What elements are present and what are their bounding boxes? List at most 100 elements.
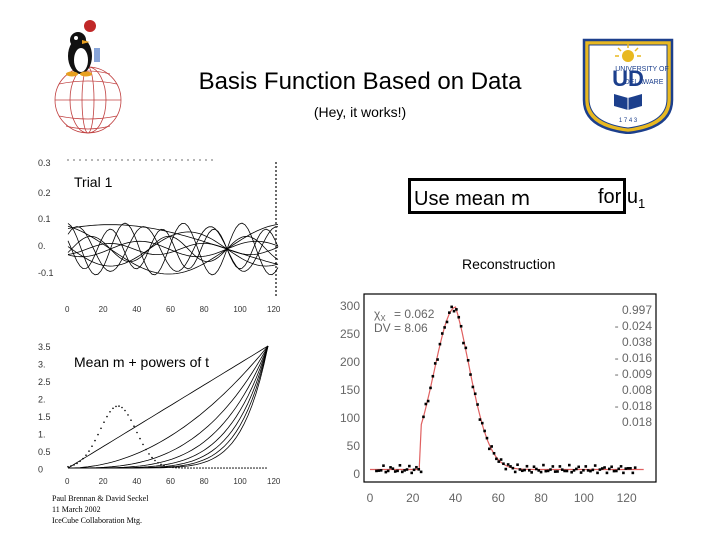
trial-dot xyxy=(275,282,277,284)
mean-dot xyxy=(73,464,75,466)
recon-data-point xyxy=(400,470,404,474)
mu-symbol: m xyxy=(510,186,531,210)
recon-data-point xyxy=(560,468,564,471)
recon-data-point xyxy=(382,464,385,467)
trial-dot xyxy=(199,159,201,161)
mean-dot xyxy=(139,437,141,440)
recon-data-point xyxy=(473,392,477,396)
recon-data-point xyxy=(520,469,524,473)
recon-data-point xyxy=(633,466,637,469)
mean-y-ticks: 3.5 3. 2.5 2. 1.5 1. 0.5 0 xyxy=(38,342,51,475)
mean-dot xyxy=(106,415,108,418)
mean-dot xyxy=(145,448,147,451)
recon-data-point xyxy=(572,469,576,472)
recon-x-tick: 0 xyxy=(367,491,374,505)
trial-x-tick: 60 xyxy=(166,305,175,314)
trial-dot xyxy=(193,159,195,161)
trial-x-tick: 40 xyxy=(132,305,141,314)
trial-dot xyxy=(275,238,277,240)
recon-data-point xyxy=(377,469,381,472)
trial-y-tick: 0.1 xyxy=(38,214,51,224)
recon-x-ticks: 0 20 40 60 80 100 120 xyxy=(367,491,637,505)
mean-dot xyxy=(196,467,198,469)
recon-data-point xyxy=(459,324,463,328)
mean-dot xyxy=(256,467,258,469)
recon-coefficient: - 0.009 xyxy=(615,367,653,381)
recon-data-point xyxy=(405,468,409,471)
recon-data-point xyxy=(478,418,482,421)
mean-dot xyxy=(67,465,69,468)
mean-y-tick: 2. xyxy=(38,395,46,405)
trial-plot: 0.3 0.2 0.1 0. -0.1 0 20 40 60 80 100 120 xyxy=(38,158,281,314)
trial-dot xyxy=(275,162,277,164)
recon-data-point xyxy=(575,467,578,471)
mean-dot xyxy=(127,414,129,416)
trial-dot xyxy=(175,159,177,161)
recon-data-point xyxy=(589,469,592,473)
u-subscript: 1 xyxy=(638,196,646,211)
trial-dot xyxy=(275,206,277,208)
reconstruction-label: Reconstruction xyxy=(462,256,556,272)
mean-dot xyxy=(241,467,243,469)
mean-dot xyxy=(124,409,126,412)
recon-data-point xyxy=(542,463,545,467)
mean-dot xyxy=(250,467,252,469)
recon-data-point xyxy=(424,402,428,406)
recon-data-point xyxy=(379,469,383,472)
recon-data-point xyxy=(464,346,468,350)
mean-dot xyxy=(172,466,174,469)
recon-data-point xyxy=(530,471,533,474)
mean-y-tick: 0.5 xyxy=(38,447,51,457)
mean-x-tick: 100 xyxy=(233,477,247,486)
trial-x-tick: 0 xyxy=(65,305,70,314)
mean-y-tick: 3.5 xyxy=(38,342,51,352)
recon-data-point xyxy=(544,469,548,473)
recon-data-point xyxy=(600,467,604,470)
recon-data-point xyxy=(504,467,508,471)
trial-dot xyxy=(275,170,277,172)
recon-data-point xyxy=(591,468,595,472)
mean-x-ticks: 0 20 40 60 80 100 120 xyxy=(65,477,281,486)
dv-value: = 8.06 xyxy=(394,321,428,335)
trial-y-tick: -0.1 xyxy=(38,268,54,278)
penguin-icon xyxy=(66,20,100,77)
mean-dot xyxy=(103,421,105,423)
mean-dot xyxy=(121,406,123,409)
footer-authors: Paul Brennan & David Seckel xyxy=(52,494,149,503)
book-icon xyxy=(614,94,642,110)
mean-powers-plot: 3.5 3. 2.5 2. 1.5 1. 0.5 0 0 20 40 60 80 100 120 xyxy=(38,342,281,486)
mean-dot xyxy=(190,467,192,469)
penguin-globe-logo xyxy=(54,20,122,134)
recon-data-point xyxy=(615,469,618,473)
recon-data-point xyxy=(412,468,416,472)
recon-data-point xyxy=(443,326,446,329)
trial-dot xyxy=(205,159,207,161)
trial-curves xyxy=(67,222,279,276)
mean-x-tick: 0 xyxy=(65,477,70,486)
mean-dot xyxy=(100,427,102,430)
power-curve xyxy=(67,345,269,469)
recon-data-point xyxy=(605,471,609,475)
recon-data-point xyxy=(389,466,392,469)
trial-curve xyxy=(67,222,279,276)
trial-curve xyxy=(67,235,279,262)
recon-data-point xyxy=(398,464,402,467)
mean-dot xyxy=(133,425,135,427)
trial-x-tick: 80 xyxy=(200,305,209,314)
trial-dot xyxy=(275,214,277,216)
mean-dot xyxy=(187,467,189,469)
mean-dot xyxy=(220,467,222,469)
recon-y-tick: 300 xyxy=(340,299,360,313)
trial-dot xyxy=(275,210,277,212)
university-of-delaware-seal: UD UNIVERSITY OF DELAWARE 1 7 4 3 xyxy=(582,38,674,134)
recon-data-point xyxy=(631,471,635,475)
recon-data-point xyxy=(502,462,505,466)
recon-data-point xyxy=(629,467,632,470)
mean-dot xyxy=(82,457,84,460)
trial-y-ticks: 0.3 0.2 0.1 0. -0.1 xyxy=(38,158,54,278)
recon-data-point xyxy=(490,445,493,448)
mean-dot xyxy=(205,467,207,469)
trial-dot xyxy=(145,159,147,161)
trial-x-tick: 20 xyxy=(99,305,108,314)
mean-dot xyxy=(166,465,168,468)
